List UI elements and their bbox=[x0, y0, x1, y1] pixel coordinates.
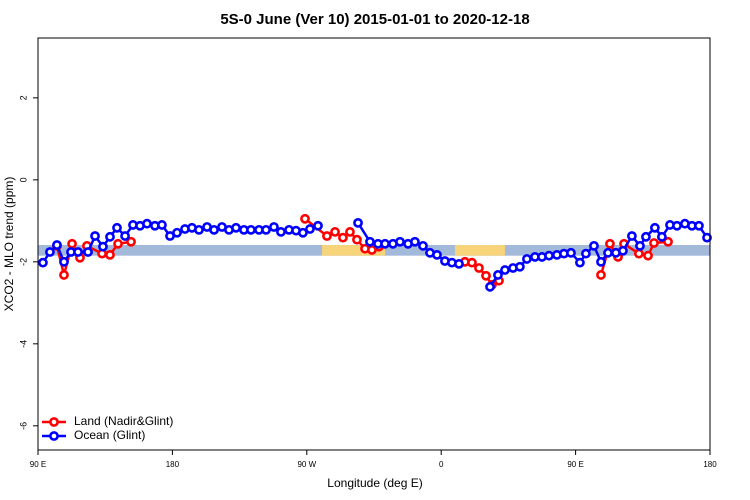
point bbox=[589, 240, 599, 251]
land-span bbox=[322, 245, 386, 256]
y-tick-label: -6 bbox=[18, 422, 28, 430]
x-tick-label: 180 bbox=[703, 460, 717, 469]
point bbox=[276, 227, 286, 237]
point bbox=[643, 250, 653, 261]
point bbox=[635, 240, 645, 251]
point bbox=[641, 231, 651, 242]
point bbox=[649, 222, 660, 233]
point bbox=[313, 220, 323, 231]
plot-frame bbox=[37, 37, 711, 451]
legend-marker bbox=[49, 417, 59, 427]
y-tick-label: 2 bbox=[18, 95, 28, 100]
point bbox=[603, 247, 613, 258]
point bbox=[157, 220, 167, 230]
point bbox=[663, 236, 673, 247]
legend-label: Ocean (Glint) bbox=[74, 428, 145, 442]
point bbox=[112, 222, 122, 233]
y-tick-label: 0 bbox=[18, 177, 28, 182]
point bbox=[474, 263, 484, 273]
point bbox=[481, 270, 491, 281]
point bbox=[432, 249, 442, 260]
point bbox=[231, 222, 241, 233]
x-tick-label: 0 bbox=[439, 460, 444, 469]
point bbox=[90, 231, 100, 241]
point bbox=[73, 247, 83, 257]
point bbox=[522, 254, 532, 264]
chart-title: 5S-0 June (Ver 10) 2015-01-01 to 2020-12… bbox=[220, 11, 529, 28]
point bbox=[657, 231, 667, 242]
point bbox=[120, 231, 130, 241]
point bbox=[626, 231, 637, 241]
point bbox=[702, 232, 712, 243]
point bbox=[305, 224, 315, 234]
point bbox=[52, 240, 62, 250]
point bbox=[380, 238, 390, 249]
point bbox=[581, 248, 591, 259]
y-axis-label: XCO2 - MLO trend (ppm) bbox=[2, 177, 16, 312]
point bbox=[454, 258, 464, 269]
point bbox=[418, 240, 428, 251]
point bbox=[566, 247, 576, 258]
point bbox=[500, 265, 510, 275]
point bbox=[83, 247, 93, 257]
x-tick-label: 180 bbox=[166, 460, 180, 469]
x-tick-label: 90 E bbox=[567, 460, 583, 469]
point bbox=[596, 270, 606, 280]
point bbox=[493, 270, 503, 280]
x-tick-label: 90 E bbox=[30, 460, 46, 469]
y-tick-label: -4 bbox=[18, 340, 28, 348]
point bbox=[300, 213, 310, 224]
point bbox=[485, 281, 495, 292]
y-tick-label: -2 bbox=[18, 258, 28, 266]
x-tick-label: 90 W bbox=[297, 460, 316, 469]
point bbox=[694, 220, 704, 231]
point bbox=[38, 257, 48, 268]
point bbox=[113, 238, 123, 249]
legend-label: Land (Nadir&Glint) bbox=[74, 414, 173, 428]
point bbox=[261, 224, 271, 235]
x-axis-label: Longitude (deg E) bbox=[327, 476, 422, 490]
point bbox=[330, 227, 340, 237]
point bbox=[98, 241, 108, 252]
point bbox=[126, 236, 136, 247]
point bbox=[142, 218, 152, 229]
point bbox=[59, 270, 69, 280]
point bbox=[209, 224, 219, 235]
point bbox=[514, 261, 525, 272]
legend-marker bbox=[49, 431, 59, 441]
point bbox=[672, 220, 682, 231]
point bbox=[338, 232, 348, 243]
point bbox=[105, 231, 115, 242]
point bbox=[105, 249, 115, 260]
point bbox=[246, 224, 256, 235]
point bbox=[618, 245, 628, 256]
land-span bbox=[454, 245, 505, 256]
point bbox=[45, 247, 55, 257]
point bbox=[634, 248, 644, 259]
point bbox=[59, 256, 69, 267]
point bbox=[172, 227, 182, 238]
point bbox=[194, 224, 204, 235]
point bbox=[649, 238, 659, 248]
point bbox=[298, 227, 308, 238]
point bbox=[322, 231, 332, 241]
point bbox=[395, 236, 405, 247]
point bbox=[467, 257, 477, 268]
point bbox=[596, 256, 606, 267]
point bbox=[269, 222, 279, 232]
point bbox=[345, 227, 355, 237]
point bbox=[575, 257, 585, 268]
point bbox=[410, 236, 420, 247]
point bbox=[365, 236, 375, 247]
point bbox=[544, 250, 554, 261]
point bbox=[353, 217, 363, 228]
point bbox=[352, 234, 362, 245]
point bbox=[605, 238, 615, 249]
point bbox=[67, 238, 77, 249]
